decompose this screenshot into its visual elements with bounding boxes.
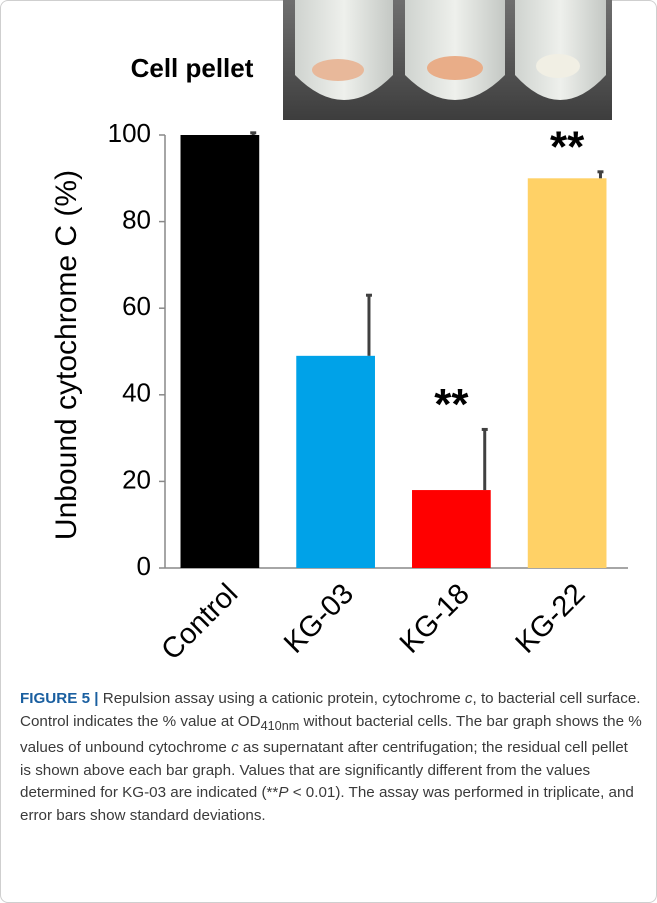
y-tick-label: 60 xyxy=(122,291,151,321)
bar xyxy=(296,356,375,568)
y-tick-label: 20 xyxy=(122,464,151,494)
pellet-photo xyxy=(283,0,612,120)
caption-text: c xyxy=(465,690,473,707)
caption-text: Repulsion assay using a cationic protein… xyxy=(103,690,465,707)
bar xyxy=(412,490,491,568)
caption: FIGURE 5 | Repulsion assay using a catio… xyxy=(20,688,642,827)
caption-label: FIGURE 5 | xyxy=(20,690,99,707)
bar xyxy=(181,135,260,568)
x-tick-label: KG-22 xyxy=(510,578,592,660)
caption-text: P xyxy=(278,784,288,801)
image-label: Cell pellet xyxy=(131,53,254,83)
y-tick-label: 0 xyxy=(137,551,151,581)
y-axis-label: Unbound cytochrome C (%) xyxy=(50,170,83,540)
y-tick-label: 100 xyxy=(108,118,151,148)
y-tick-label: 40 xyxy=(122,378,151,408)
caption-text: c xyxy=(231,739,239,756)
chart: Cell pellet Unbound cytochrome C (%) 0 20… xyxy=(0,0,657,680)
y-tick-label: 80 xyxy=(122,204,151,234)
caption-text: 410nm xyxy=(261,719,300,733)
significance-label: ** xyxy=(434,380,469,429)
x-tick-label: Control xyxy=(155,578,244,667)
significance-label: ** xyxy=(550,122,585,171)
x-tick-label: KG-03 xyxy=(278,578,360,660)
x-tick-label: KG-18 xyxy=(394,578,476,660)
bar xyxy=(528,178,607,568)
